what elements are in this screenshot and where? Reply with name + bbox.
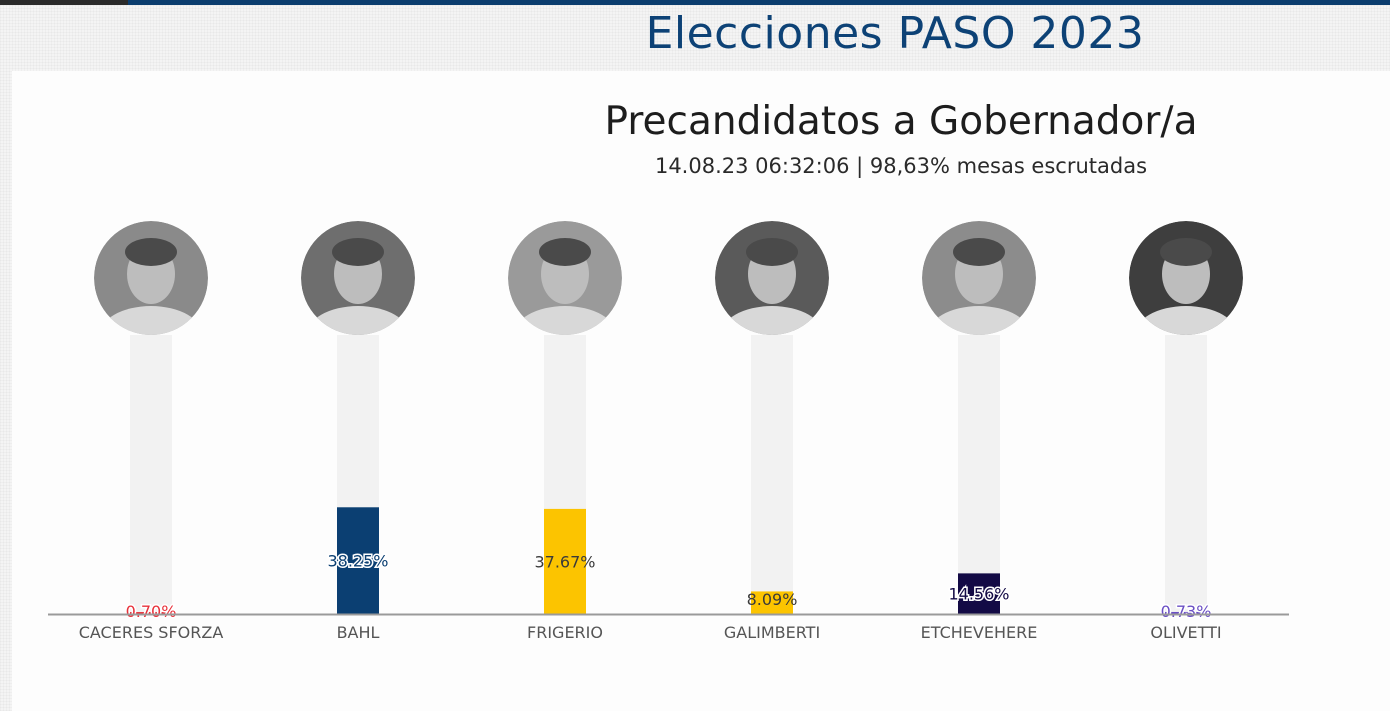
bar-track xyxy=(130,335,172,614)
person-photo-icon xyxy=(301,221,415,335)
candidate-column: 0.70% CACERES SFORZA xyxy=(79,221,224,642)
chart-panel xyxy=(12,71,1390,711)
value-label: 0.70% xyxy=(126,602,177,621)
person-photo-icon xyxy=(1129,221,1243,335)
candidate-column: 37.67% FRIGERIO xyxy=(508,221,622,642)
bar-track xyxy=(751,335,793,614)
bar xyxy=(130,612,172,614)
person-photo-icon xyxy=(715,221,829,335)
value-label: 14.56% xyxy=(948,585,1009,604)
value-label: 37.67% xyxy=(534,552,595,571)
category-label: FRIGERIO xyxy=(527,623,603,642)
category-label: OLIVETTI xyxy=(1150,623,1221,642)
bar xyxy=(958,573,1000,614)
value-label: 0.73% xyxy=(1161,602,1212,621)
chart-title: Precandidatos a Gobernador/a xyxy=(604,99,1198,144)
bar xyxy=(544,508,586,614)
value-label: 8.09% xyxy=(747,590,798,609)
bar xyxy=(1165,611,1207,614)
person-photo-icon xyxy=(94,221,208,335)
value-label: 38.25% xyxy=(327,552,388,571)
chart-subtitle: 14.08.23 06:32:06 | 98,63% mesas escruta… xyxy=(654,154,1148,178)
person-photo-icon xyxy=(922,221,1036,335)
category-label: BAHL xyxy=(337,623,380,642)
top-accent-bar xyxy=(0,0,1390,5)
top-accent-bar-left xyxy=(0,0,128,5)
bar xyxy=(337,507,379,614)
bar-track xyxy=(958,335,1000,614)
page-title: Elecciones PASO 2023 xyxy=(645,8,1145,59)
candidate-column: 14.56% ETCHEVEHERE xyxy=(921,221,1038,642)
category-label: CACERES SFORZA xyxy=(79,623,224,642)
person-photo-icon xyxy=(508,221,622,335)
category-label: ETCHEVEHERE xyxy=(921,623,1038,642)
bar-track xyxy=(1165,335,1207,614)
category-label: GALIMBERTI xyxy=(724,623,820,642)
candidate-column: 38.25% BAHL xyxy=(301,221,415,642)
candidate-column: 0.73% OLIVETTI xyxy=(1129,221,1243,642)
candidate-column: 8.09% GALIMBERTI xyxy=(715,221,829,642)
bar xyxy=(751,591,793,614)
